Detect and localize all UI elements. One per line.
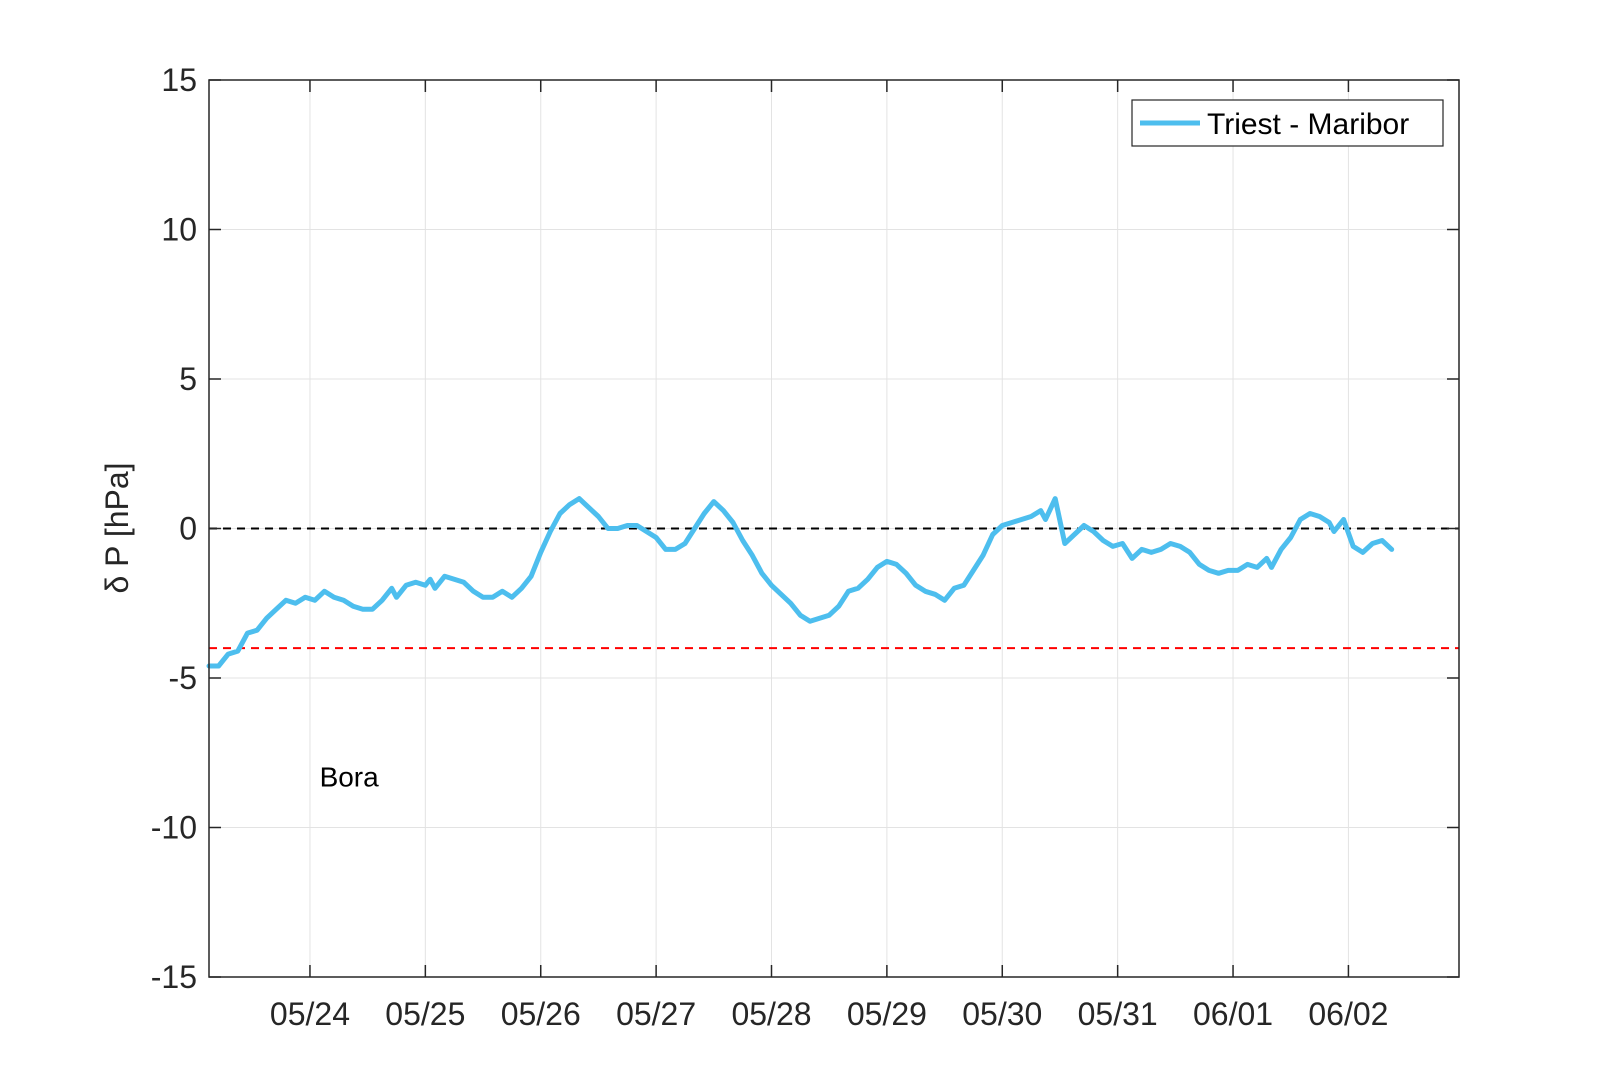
y-axis-label-text: δ P [hPa] xyxy=(99,462,135,593)
x-tick-label: 05/26 xyxy=(501,996,581,1032)
y-tick-label: 15 xyxy=(161,62,197,98)
x-tick-label: 05/31 xyxy=(1078,996,1158,1032)
x-tick-label: 06/01 xyxy=(1193,996,1273,1032)
y-tick-label: 5 xyxy=(179,361,197,397)
x-tick-label: 05/25 xyxy=(385,996,465,1032)
y-tick-label: 0 xyxy=(179,511,197,547)
series-layer xyxy=(206,496,1395,669)
series-line-triest-maribor xyxy=(206,496,1395,669)
legend: Triest - Maribor xyxy=(1131,99,1444,147)
x-tick-label: 06/02 xyxy=(1308,996,1388,1032)
x-tick-label: 05/24 xyxy=(270,996,350,1032)
ticks: 15 10 5 0 -5 -10 -15 05/24 05/25 05/26 05/27 05/28 0… xyxy=(151,62,1459,1032)
x-tick-label: 05/28 xyxy=(731,996,811,1032)
reference-lines xyxy=(209,527,1459,650)
y-tick-label: -10 xyxy=(151,810,197,846)
x-tick-label: 05/29 xyxy=(847,996,927,1032)
y-axis-label: δ P [hPa] xyxy=(99,462,135,593)
y-tick-label: 10 xyxy=(161,212,197,248)
y-tick-label: -15 xyxy=(151,959,197,995)
x-tick-label: 05/27 xyxy=(616,996,696,1032)
x-tick-label: 05/30 xyxy=(962,996,1042,1032)
legend-label: Triest - Maribor xyxy=(1207,108,1409,141)
annotation-bora: Bora xyxy=(320,762,380,793)
y-tick-label: -5 xyxy=(169,660,197,696)
